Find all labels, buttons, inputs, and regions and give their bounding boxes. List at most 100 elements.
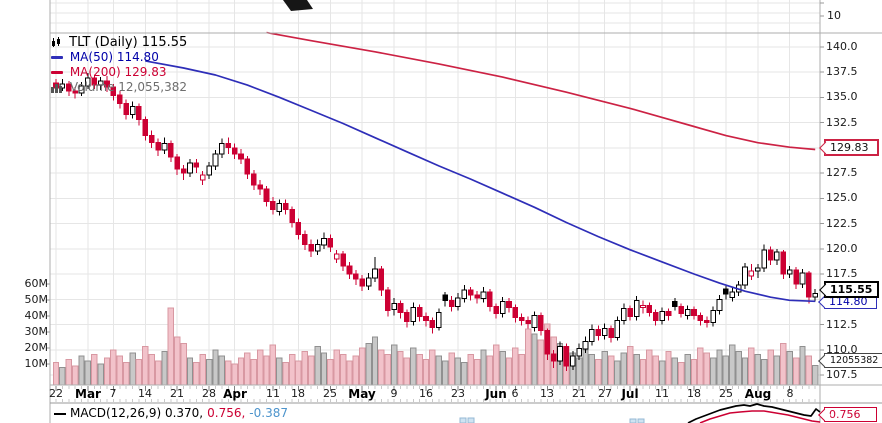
volume-bar [486,355,494,386]
volume-bar [805,355,812,386]
candle [391,302,397,310]
ma50-line [145,60,816,303]
volume-bar [154,360,162,386]
ma50-line-icon [51,56,63,59]
macd-callout-value: 0.756 [829,408,861,421]
volume-bar [193,362,200,386]
candle [85,77,91,87]
volume-bar [129,352,136,386]
candle [531,314,538,328]
volume-bar [295,360,302,386]
volume-label: Volume 12,055,382 [69,80,187,94]
date-axis-label: 21 [572,387,586,400]
volume-bar [308,355,315,386]
volume-bar [339,354,347,386]
ma200-label: MA(200) 129.83 [69,65,167,79]
volume-bar [231,363,238,386]
candle [91,77,98,86]
volume-bar [799,346,806,386]
candle [110,86,117,96]
volume-bar [269,344,277,386]
macd-label: MACD(12,26,9) 0.370, [70,406,204,420]
candle [448,299,455,307]
volume-bar [601,350,608,386]
date-axis-label: 27 [598,387,612,400]
date-axis-label: 7 [109,387,117,400]
candle [652,311,659,321]
candle [691,308,697,316]
volume-bar [505,357,513,386]
volume-bar [735,350,742,386]
volume-bar [493,344,500,386]
volume-axis-label: 50M [24,293,49,306]
volume-callout-value: 12055382 [830,355,879,366]
macd-line [687,403,821,423]
macd-histogram-bar [459,417,467,423]
candle [161,143,168,151]
candle [659,310,665,321]
ma50-label: MA(50) 114.80 [69,50,159,64]
volume-bar [627,346,634,386]
candle [704,320,710,323]
candle [244,158,251,175]
macd-signal-line [699,410,821,423]
volume-bar [422,358,430,386]
volume-axis-label: 30M [24,325,49,338]
volume-bar [697,347,704,386]
volume-bar [588,354,596,386]
candle [467,289,474,296]
volume-callout: 12055382 [818,353,882,368]
candle [142,119,149,137]
volume-bar [512,347,519,386]
price-axis-label: 127.5 [826,166,858,179]
candle [289,208,295,223]
volume-bar [174,336,181,386]
candle [365,277,372,287]
candle [117,94,123,104]
date-axis-label: 22 [49,387,63,400]
ma50-callout-value: 114.80 [829,295,868,308]
date-axis-label: Jun [485,387,507,401]
volume-bar [320,352,328,386]
volume-bar [167,307,175,386]
volume-axis: 60M 50M 40M 30M 20M 10M [12,0,49,423]
volume-bar [639,358,647,386]
macd-histogram-bar [637,418,645,423]
candle [327,238,334,248]
volume-bar [607,355,615,386]
volume-bar [442,360,449,386]
date-axis-label: 28 [202,387,216,400]
candle [633,299,640,317]
price-axis-label: 140.0 [826,40,858,53]
volume-bar [142,346,149,386]
candle [601,328,608,337]
volume-bar [52,362,60,386]
volume-bar [91,354,98,386]
volume-bar [276,357,283,386]
date-axis-label: Mar [75,387,101,401]
price-axis-label: 135.0 [826,90,858,103]
price-axis-label: 107.5 [826,368,858,381]
candle [582,341,589,350]
candle [710,309,716,323]
volume-bar [327,358,334,386]
candle [416,306,423,317]
volume-bar [352,355,360,386]
legend-ma50-row: MA(50) 114.80 [51,50,159,65]
candle [212,153,219,167]
ma200-line [266,31,816,151]
last-price-callout: 115.55 [819,281,879,298]
candle [372,268,378,279]
date-axis-label: 11 [266,387,280,400]
date-axis-label: May [348,387,376,401]
date-axis-label: Apr [223,387,247,401]
volume-bar [237,357,245,386]
date-axis-label: Aug [744,387,772,401]
macd-histogram-bar [467,417,475,423]
candle [346,265,353,275]
candle [608,328,614,339]
candle [199,174,206,181]
volume-bar [518,354,525,386]
last-price-value: 115.55 [830,283,873,296]
